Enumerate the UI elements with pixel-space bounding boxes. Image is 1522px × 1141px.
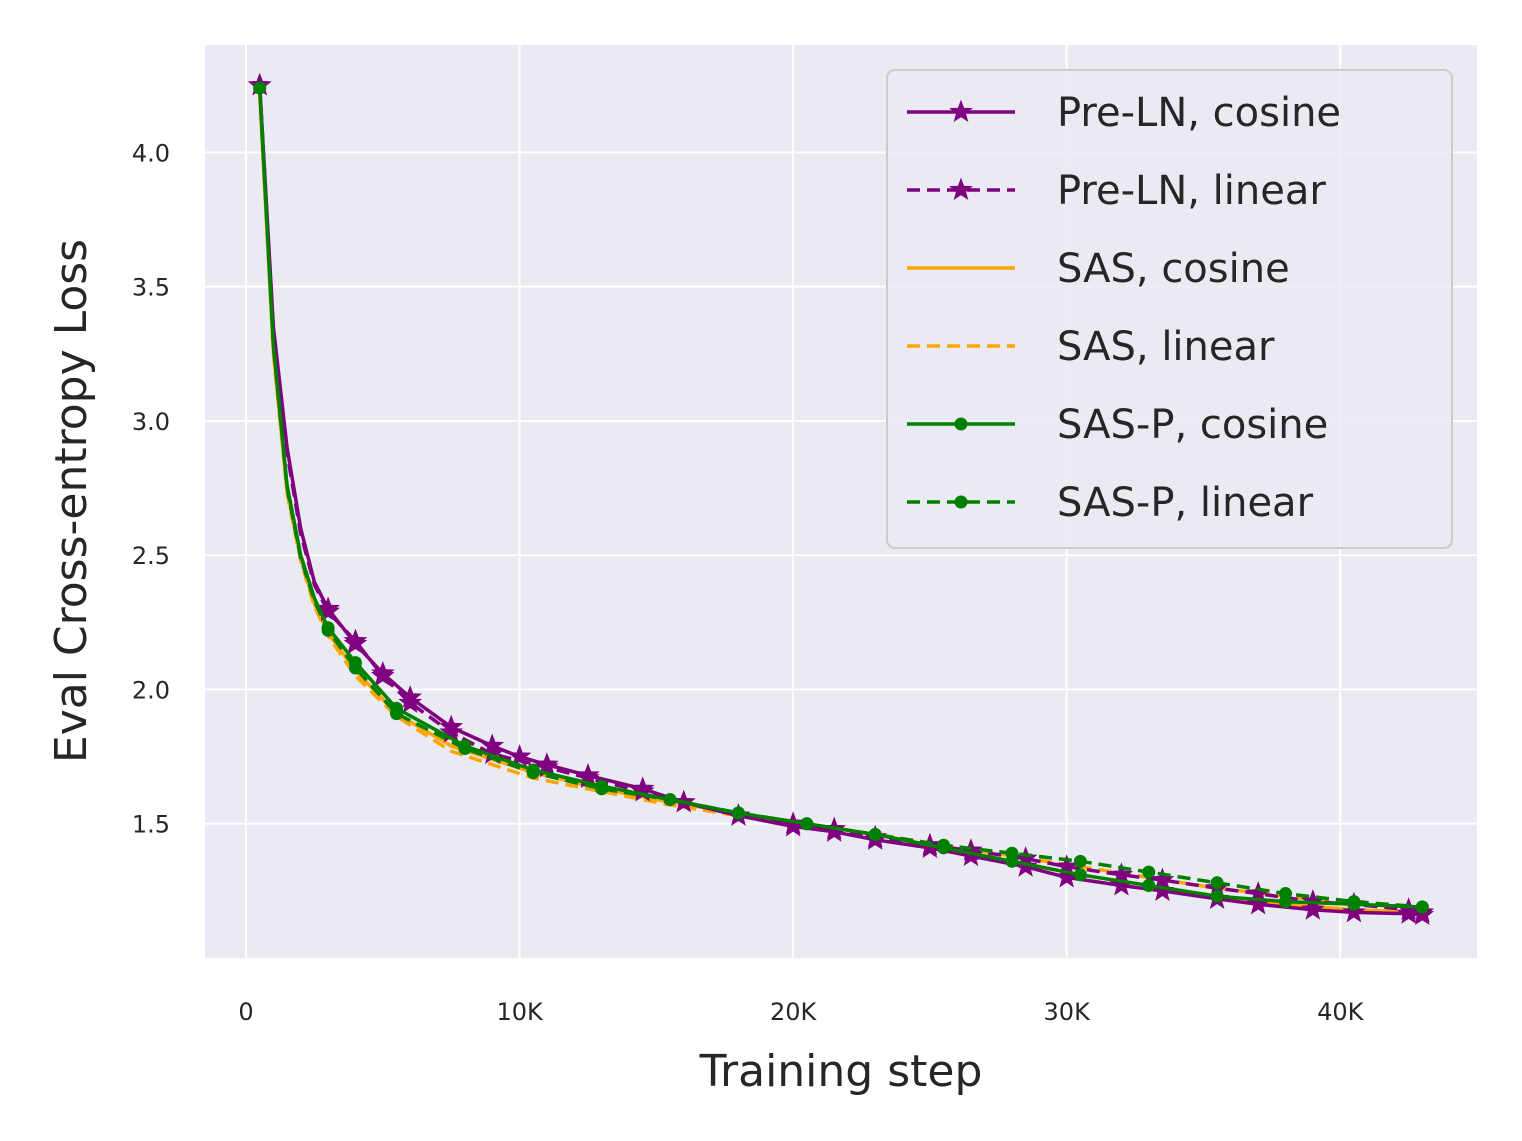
x-tick-label: 40K bbox=[1317, 998, 1365, 1026]
data-point bbox=[458, 742, 472, 756]
y-axis-label: Eval Cross-entropy Loss bbox=[46, 239, 97, 763]
legend-item-sas-p-cosine: SAS-P, cosine bbox=[907, 402, 1328, 448]
x-axis-label: Training step bbox=[699, 1046, 983, 1097]
data-point bbox=[800, 817, 814, 831]
data-point bbox=[595, 782, 609, 796]
data-point bbox=[1347, 895, 1361, 909]
x-tick-label: 0 bbox=[238, 998, 253, 1026]
data-point bbox=[1005, 846, 1019, 860]
legend-item-pre-ln-cosine: Pre-LN, cosine bbox=[907, 90, 1341, 136]
data-point bbox=[343, 628, 368, 652]
legend-box bbox=[886, 69, 1453, 549]
x-tick-label: 30K bbox=[1044, 998, 1092, 1026]
data-point bbox=[1342, 899, 1366, 923]
series-layer bbox=[247, 72, 1435, 926]
data-point bbox=[868, 827, 882, 841]
data-point bbox=[1073, 868, 1087, 882]
y-tick-label: 3.5 bbox=[132, 274, 170, 302]
y-tick-label: 4.0 bbox=[132, 139, 170, 167]
series-sas-p-linear bbox=[253, 81, 1429, 914]
ticks: 0 10K 20K 30K 40K 1.5 2.0 2.5 3.0 3.5 4.0 bbox=[132, 139, 1365, 1026]
legend-label: SAS-P, cosine bbox=[1057, 402, 1328, 448]
legend: Pre-LN, cosine Pre-LN, linear SAS, cosine S… bbox=[886, 69, 1453, 549]
data-point bbox=[1073, 854, 1087, 868]
x-tick-label: 20K bbox=[770, 998, 818, 1026]
data-point bbox=[253, 81, 267, 95]
data-point bbox=[663, 793, 677, 807]
data-point bbox=[731, 806, 745, 820]
legend-marker bbox=[954, 417, 968, 431]
data-point bbox=[1210, 889, 1224, 903]
data-point bbox=[1142, 865, 1156, 879]
legend-item-pre-ln-linear: Pre-LN, linear bbox=[907, 168, 1326, 214]
data-point bbox=[1415, 900, 1429, 914]
legend-marker bbox=[949, 99, 973, 123]
data-point bbox=[370, 663, 395, 687]
data-point bbox=[1142, 878, 1156, 892]
legend-label: Pre-LN, cosine bbox=[1057, 90, 1341, 136]
legend-marker bbox=[949, 177, 973, 201]
y-tick-label: 1.5 bbox=[132, 811, 170, 839]
y-tick-label: 2.5 bbox=[132, 542, 170, 570]
legend-label: SAS-P, linear bbox=[1057, 480, 1314, 526]
y-tick-label: 3.0 bbox=[132, 408, 170, 436]
legend-label: SAS, linear bbox=[1057, 324, 1275, 370]
data-point bbox=[526, 766, 540, 780]
x-tick-label: 10K bbox=[496, 998, 544, 1026]
legend-marker bbox=[954, 495, 968, 509]
data-point bbox=[937, 838, 951, 852]
data-point bbox=[1279, 887, 1293, 901]
data-point bbox=[1301, 897, 1325, 920]
legend-item-sas-cosine: SAS, cosine bbox=[907, 246, 1290, 292]
data-point bbox=[398, 690, 422, 713]
data-point bbox=[630, 779, 655, 802]
data-point bbox=[1210, 876, 1224, 890]
legend-item-sas-linear: SAS, linear bbox=[907, 324, 1275, 370]
y-tick-label: 2.0 bbox=[132, 676, 170, 704]
legend-item-sas-p-linear: SAS-P, linear bbox=[907, 480, 1314, 526]
data-point bbox=[1109, 862, 1134, 885]
data-point bbox=[389, 707, 403, 721]
legend-label: Pre-LN, linear bbox=[1057, 168, 1326, 214]
data-point bbox=[321, 623, 335, 637]
data-point bbox=[348, 661, 362, 675]
legend-label: SAS, cosine bbox=[1057, 246, 1290, 292]
